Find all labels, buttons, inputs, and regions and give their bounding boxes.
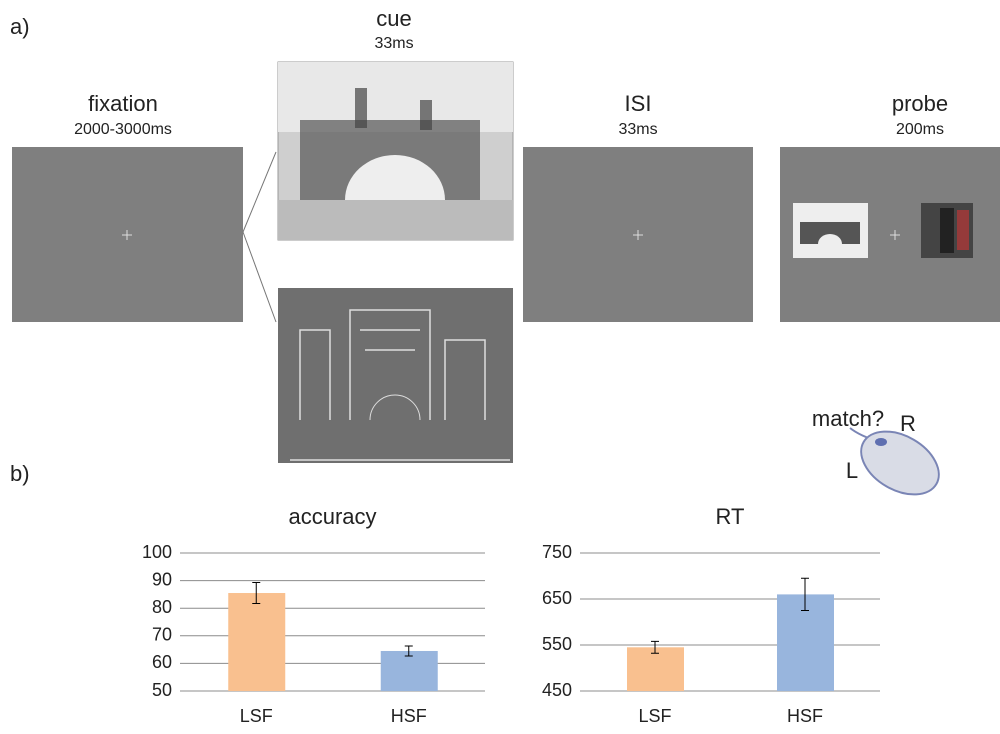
stage-name: cue — [376, 6, 411, 31]
panel-label: b) — [10, 461, 30, 486]
stage-name: fixation — [88, 91, 158, 116]
stage-name: probe — [892, 91, 948, 116]
y-tick-label: 750 — [542, 542, 572, 562]
chart-title: accuracy — [288, 504, 376, 529]
stage-name: ISI — [625, 91, 652, 116]
y-tick-label: 100 — [142, 542, 172, 562]
y-tick-label: 90 — [152, 569, 172, 589]
y-tick-label: 80 — [152, 597, 172, 617]
bar — [228, 593, 285, 691]
panel-label: a) — [10, 14, 30, 39]
x-tick-label: HSF — [787, 706, 823, 726]
lsf-image — [278, 62, 513, 240]
y-tick-label: 450 — [542, 680, 572, 700]
x-tick-label: LSF — [240, 706, 273, 726]
x-tick-label: LSF — [638, 706, 671, 726]
bar — [627, 647, 684, 691]
stage-duration: 2000-3000ms — [74, 121, 172, 138]
y-tick-label: 70 — [152, 625, 172, 645]
hsf-image — [278, 288, 513, 463]
probe-image — [921, 203, 973, 258]
x-tick-label: HSF — [391, 706, 427, 726]
bar — [381, 651, 438, 691]
probe-image — [793, 203, 868, 258]
y-tick-label: 60 — [152, 652, 172, 672]
stage-duration: 33ms — [374, 35, 413, 52]
stage-duration: 33ms — [618, 121, 657, 138]
y-tick-label: 550 — [542, 634, 572, 654]
connector — [243, 152, 276, 322]
stage-duration: 200ms — [896, 121, 944, 138]
y-tick-label: 50 — [152, 680, 172, 700]
response-key: L — [846, 458, 858, 483]
chart-title: RT — [716, 504, 745, 529]
figure: a) b) fixation 2000-3000ms cue 33ms ISI … — [0, 0, 1000, 729]
y-tick-label: 650 — [542, 588, 572, 608]
response-prompt: match? — [812, 406, 884, 431]
response-key: R — [900, 411, 916, 436]
